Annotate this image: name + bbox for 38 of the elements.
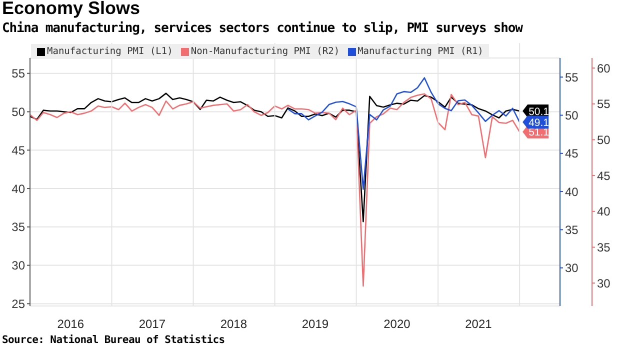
- y2-tick-label: 40: [565, 184, 579, 199]
- chart-subtitle: China manufacturing, services sectors continue to slip, PMI surveys show: [2, 21, 522, 36]
- x-tick-label: 2019: [302, 317, 329, 331]
- legend-label: Manufacturing PMI (L1): [46, 46, 173, 57]
- line-series: [30, 93, 520, 287]
- x-tick-label: 2017: [138, 317, 166, 331]
- x-tick-label: 2018: [220, 317, 248, 331]
- y-tick-label: 40: [12, 182, 26, 196]
- source-note: Source: National Bureau of Statistics: [2, 334, 225, 346]
- chart-title: Economy Slows: [2, 0, 140, 19]
- y3-tick-label: 35: [597, 240, 611, 254]
- x-tick-label: 2020: [384, 317, 411, 331]
- y-tick-label: 30: [12, 258, 26, 273]
- y-tick-label: 25: [12, 296, 26, 311]
- y2-tick-label: 35: [565, 222, 579, 237]
- data-label: 51.1: [528, 126, 550, 139]
- y2-tick-label: 45: [565, 146, 579, 161]
- y-tick-label: 55: [12, 66, 26, 81]
- y-tick-label: 50: [12, 105, 26, 120]
- y-tick-label: 35: [12, 220, 26, 234]
- y3-tick-label: 60: [597, 61, 611, 76]
- line-series: [287, 77, 520, 190]
- y3-tick-label: 45: [597, 168, 611, 183]
- y-tick-label: 45: [12, 143, 26, 158]
- y2-tick-label: 55: [565, 70, 579, 84]
- legend-label: Non-Manufacturing PMI (R2): [190, 46, 340, 57]
- x-tick-label: 2021: [465, 317, 492, 331]
- legend-label: Manufacturing PMI (R1): [356, 46, 484, 57]
- line-series: [30, 92, 520, 222]
- y3-tick-label: 30: [597, 276, 611, 290]
- y3-tick-label: 50: [597, 132, 611, 147]
- y2-tick-label: 50: [565, 108, 579, 122]
- x-tick-label: 2016: [57, 317, 84, 331]
- y3-tick-label: 55: [597, 97, 611, 112]
- y2-tick-label: 30: [565, 261, 579, 276]
- data-label: 50.1: [528, 106, 550, 118]
- data-label: 49.1: [528, 116, 550, 129]
- y3-tick-label: 40: [597, 204, 611, 219]
